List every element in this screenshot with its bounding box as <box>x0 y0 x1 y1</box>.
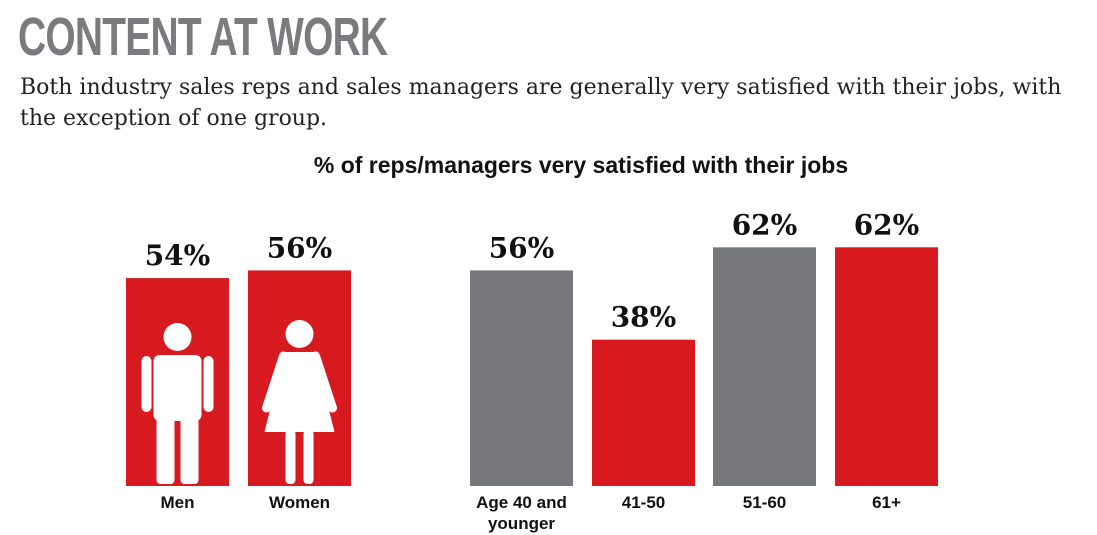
bar <box>713 247 816 486</box>
bar <box>835 247 938 486</box>
category-label: 61+ <box>872 493 901 512</box>
data-label: 38% <box>611 301 677 334</box>
bar <box>470 270 573 486</box>
man-icon <box>141 323 214 484</box>
bars-layer: 54% Men 56% Women 56% Age 40 and younger 38% 41-… <box>126 208 938 533</box>
chart-title: % of reps/managers very satisfied with t… <box>314 152 848 178</box>
page-title: CONTENT AT WORK <box>18 7 388 67</box>
man-icon-arm-right <box>203 356 214 412</box>
age-bar-group: 56% Age 40 and younger 38% 41-50 62% 51-60 62% 6… <box>470 208 938 533</box>
woman-icon-head <box>285 320 314 348</box>
woman-icon-arm-right <box>311 351 337 413</box>
man-icon-leg-left <box>156 414 175 484</box>
category-label: Women <box>269 493 330 512</box>
category-label-line: Women <box>269 493 330 512</box>
man-icon-torso <box>153 355 202 421</box>
page-subtitle: Both industry sales reps and sales manag… <box>20 75 1062 131</box>
category-label: Age 40 and younger <box>476 493 567 533</box>
woman-icon-leg-right <box>303 430 314 484</box>
category-label: 41-50 <box>622 493 665 512</box>
category-label-line: younger <box>488 514 555 533</box>
woman-icon-arm-left <box>262 351 288 413</box>
man-icon-leg-right <box>180 414 199 484</box>
data-label: 62% <box>854 208 920 241</box>
category-label-line: Men <box>161 493 195 512</box>
category-label: 51-60 <box>743 493 786 512</box>
woman-icon <box>262 320 337 484</box>
category-label-line: 61+ <box>872 493 901 512</box>
woman-icon-leg-left <box>285 430 296 484</box>
data-label: 56% <box>489 231 555 264</box>
man-icon-head <box>163 323 192 351</box>
category-label: Men <box>161 493 195 512</box>
category-label-line: 41-50 <box>622 493 665 512</box>
data-label: 62% <box>732 208 798 241</box>
data-label: 56% <box>267 231 333 264</box>
gender-bar-group: 54% Men 56% Women <box>126 231 351 512</box>
bar <box>592 339 695 486</box>
category-label-line: Age 40 and <box>476 493 567 512</box>
data-label: 54% <box>145 239 211 272</box>
category-label-line: 51-60 <box>743 493 786 512</box>
man-icon-arm-left <box>141 356 152 412</box>
